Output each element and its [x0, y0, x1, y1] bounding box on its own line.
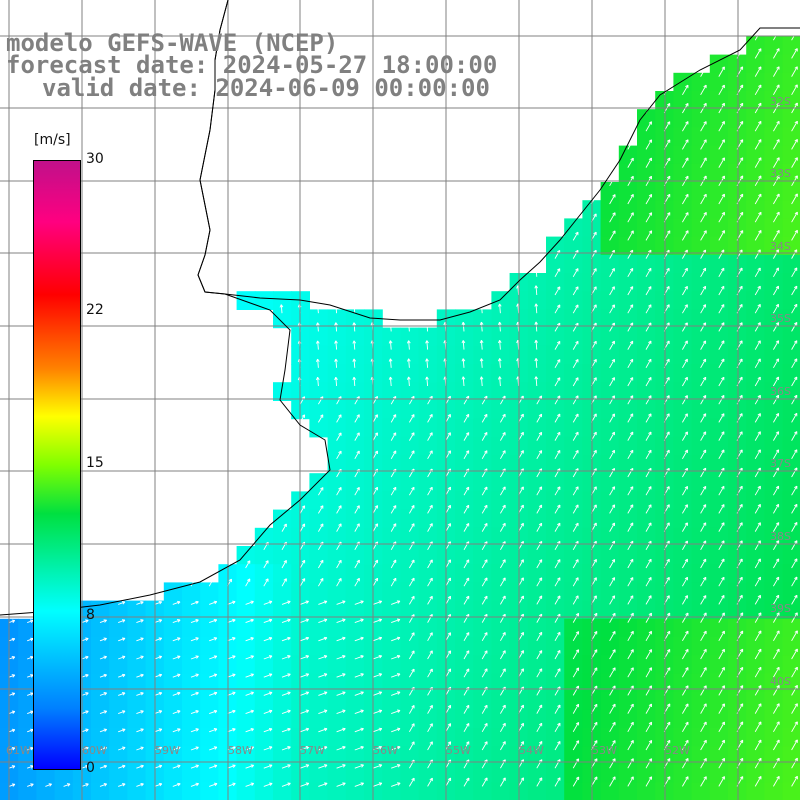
- colorbar-tick: 8: [86, 607, 95, 623]
- lat-label: 36S: [770, 385, 791, 398]
- lon-label: 57W: [300, 744, 325, 757]
- colorbar-tick: 30: [86, 151, 104, 167]
- colorbar-tick: 15: [86, 455, 104, 471]
- lon-label: 52W: [665, 744, 690, 757]
- colorbar-units: [m/s]: [34, 132, 71, 148]
- lon-label: 55W: [446, 744, 471, 757]
- lat-label: 35S: [770, 312, 791, 325]
- forecast-date: forecast date: 2024-05-27 18:00:00: [6, 51, 498, 79]
- lat-label: 34S: [770, 240, 791, 253]
- lat-label: 39S: [770, 602, 791, 615]
- colorbar: [33, 160, 81, 770]
- coastline: [0, 0, 800, 616]
- valid-date: valid date: 2024-06-09 00:00:00: [42, 74, 490, 102]
- colorbar-tick: 0: [86, 760, 95, 776]
- lon-label: 60W: [82, 744, 107, 757]
- lat-label: 38S: [770, 530, 791, 543]
- lon-label: 56W: [373, 744, 398, 757]
- colorbar-tick: 22: [86, 302, 104, 318]
- lon-label: 59W: [155, 744, 180, 757]
- lat-label: 32S: [770, 95, 791, 108]
- lon-label: 58W: [228, 744, 253, 757]
- lon-label: 54W: [519, 744, 544, 757]
- lon-label: 61W: [6, 744, 31, 757]
- lat-label: 37S: [770, 457, 791, 470]
- lat-label: 33S: [770, 167, 791, 180]
- model-title: modelo GEFS-WAVE (NCEP): [6, 29, 339, 57]
- lon-label: 53W: [592, 744, 617, 757]
- lat-label: 40S: [770, 675, 791, 688]
- wind-speed-field: [0, 36, 800, 800]
